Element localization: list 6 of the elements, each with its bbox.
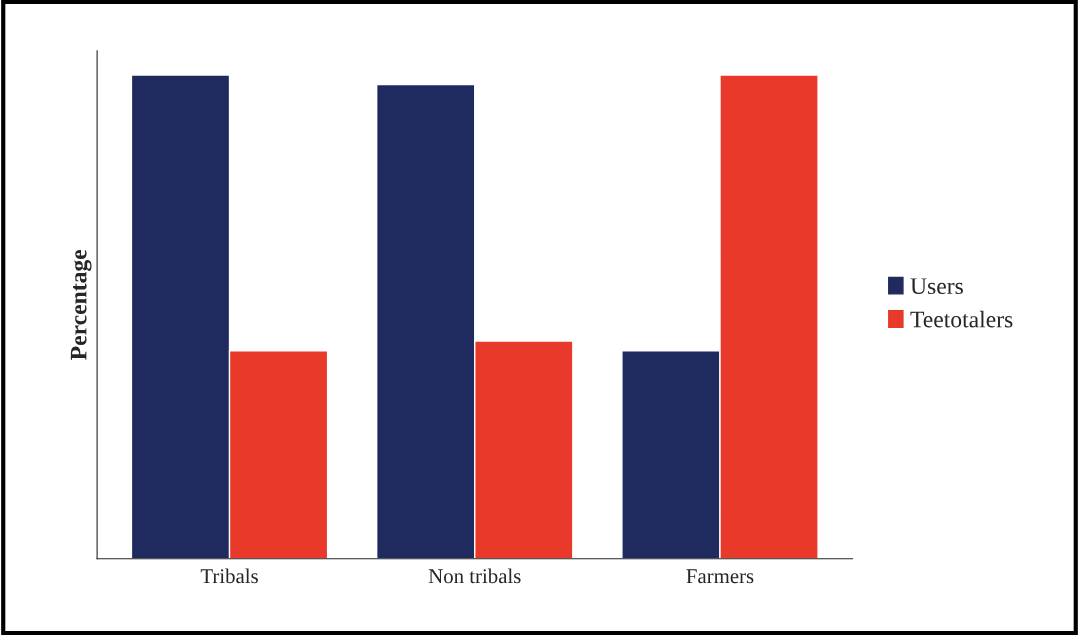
y-axis-title: Percentage: [70, 249, 92, 360]
x-tick-label: Tribals: [200, 568, 258, 584]
legend-label: Teetotalers: [910, 310, 1013, 328]
x-tick-label: Non tribals: [428, 568, 521, 584]
x-tick-label: Farmers: [686, 569, 754, 584]
legend-label: Users: [910, 278, 963, 295]
